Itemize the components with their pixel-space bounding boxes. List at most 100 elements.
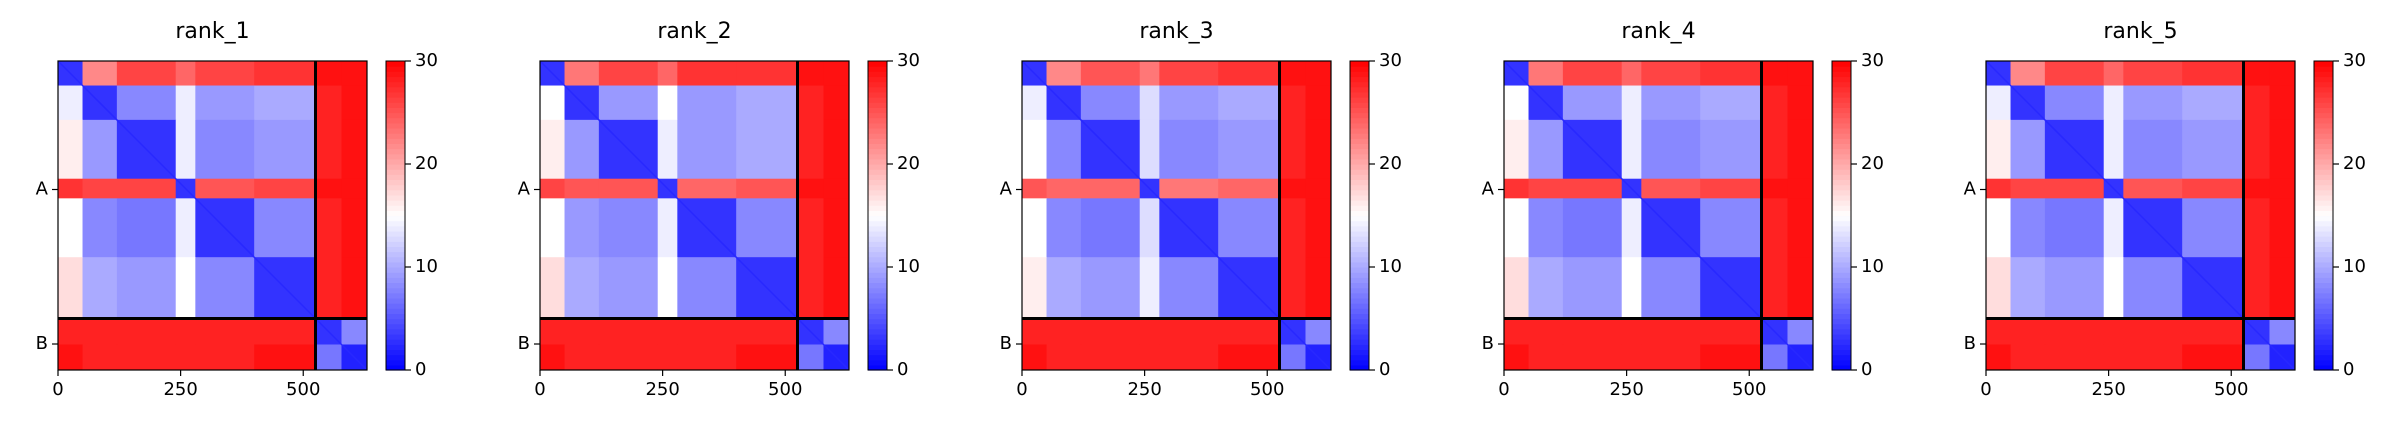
colorbar-frame: [867, 60, 888, 371]
heatmap-cell: [1139, 85, 1160, 121]
colorbar-step: [2314, 220, 2333, 227]
heatmap-cell: [1139, 119, 1160, 180]
heatmap-cell: [1700, 85, 1762, 121]
colorbar-step: [1832, 308, 1851, 314]
colorbar-step: [2314, 318, 2333, 325]
colorbar-step: [386, 179, 405, 186]
heatmap-cell: [1218, 61, 1280, 87]
heatmap-cell: [341, 178, 368, 199]
heatmap-cell: [1504, 178, 1530, 199]
colorbar-step: [1832, 97, 1851, 103]
colorbar-step: [1350, 303, 1369, 309]
colorbar-step: [386, 143, 405, 150]
heatmap-cell: [736, 61, 798, 87]
y-tick-label: A: [518, 179, 531, 200]
colorbar-step: [1832, 359, 1851, 366]
heatmap-cell: [1279, 85, 1306, 121]
heatmap-cell: [315, 119, 342, 180]
colorbar-tick-label: 0: [897, 359, 908, 380]
heatmap-cell: [2182, 318, 2244, 345]
colorbar-step: [386, 303, 405, 309]
heatmap-cell: [116, 198, 177, 258]
heatmap-cell: [1080, 178, 1141, 199]
colorbar-step: [1832, 364, 1851, 371]
colorbar-step: [386, 153, 405, 160]
heatmap-cell: [1761, 198, 1788, 258]
heatmap-cell: [1504, 198, 1530, 258]
heatmap-cell: [1621, 318, 1642, 345]
heatmap-cell: [82, 198, 118, 258]
heatmap-cell: [254, 85, 316, 121]
colorbar-step: [2314, 200, 2333, 206]
colorbar-step: [386, 61, 405, 67]
heatmap-cell: [1046, 61, 1082, 87]
colorbar-step: [1832, 261, 1851, 268]
colorbar-step: [868, 164, 887, 170]
heatmap-cell: [657, 257, 678, 319]
colorbar-step: [1832, 153, 1851, 160]
colorbar-step: [386, 164, 405, 170]
heatmap-cell: [58, 178, 84, 199]
heatmap-cell: [116, 318, 177, 345]
colorbar-step: [868, 328, 887, 335]
colorbar-step: [1832, 61, 1851, 67]
heatmap-cell: [1022, 119, 1048, 180]
heatmap-cell: [1279, 119, 1306, 180]
colorbar-step: [2314, 241, 2333, 247]
colorbar-step: [2314, 354, 2333, 361]
colorbar-step: [2314, 364, 2333, 371]
colorbar-tick-label: 10: [2343, 256, 2366, 277]
heatmap-cell: [1159, 318, 1219, 345]
heatmap-cell: [736, 318, 798, 345]
colorbar-step: [386, 158, 405, 165]
heatmap-cell: [315, 61, 342, 87]
heatmap-cell: [1159, 257, 1219, 319]
heatmap-cell: [1621, 85, 1642, 121]
heatmap-cell: [1305, 257, 1332, 319]
colorbar-step: [2314, 86, 2333, 93]
colorbar-step: [2314, 112, 2333, 119]
colorbar-step: [868, 91, 887, 98]
colorbar-step: [2314, 267, 2333, 273]
heatmap-cell: [1562, 198, 1623, 258]
heatmap-cell: [564, 257, 600, 319]
colorbar-step: [1832, 174, 1851, 181]
colorbar-step: [386, 189, 405, 196]
colorbar-step: [868, 297, 887, 304]
heatmap-cell: [1305, 178, 1332, 199]
heatmap-cell: [2010, 198, 2046, 258]
colorbar-step: [386, 323, 405, 330]
colorbar-step: [868, 339, 887, 345]
colorbar-step: [1832, 256, 1851, 263]
colorbar-step: [386, 251, 405, 258]
colorbar-step: [1832, 138, 1851, 144]
colorbar-step: [868, 76, 887, 83]
colorbar-step: [868, 230, 887, 237]
heatmap-cell: [1986, 318, 2012, 345]
colorbar-step: [1832, 143, 1851, 150]
heatmap-cell: [1279, 198, 1306, 258]
colorbar-step: [868, 122, 887, 129]
colorbar-step: [1832, 272, 1851, 278]
heatmap-cell: [598, 257, 659, 319]
heatmap-cell: [82, 257, 118, 319]
colorbar-step: [2314, 282, 2333, 289]
heatmap-cell: [1761, 257, 1788, 319]
colorbar-step: [2314, 277, 2333, 284]
colorbar-step: [868, 267, 887, 273]
heatmap-cell: [1761, 119, 1788, 180]
colorbar-step: [386, 344, 405, 350]
heatmap-cell: [564, 344, 600, 371]
heatmap-cell: [195, 85, 255, 121]
colorbar-step: [386, 102, 405, 108]
colorbar-step: [386, 220, 405, 227]
colorbar-step: [1350, 344, 1369, 350]
colorbar-step: [868, 107, 887, 114]
colorbar-step: [1350, 277, 1369, 284]
colorbar-step: [2314, 61, 2333, 67]
colorbar-step: [386, 71, 405, 78]
heatmap-cell: [1022, 257, 1048, 319]
heatmap-cell: [1986, 119, 2012, 180]
panel-title: rank_2: [657, 19, 731, 44]
colorbar-step: [868, 174, 887, 181]
